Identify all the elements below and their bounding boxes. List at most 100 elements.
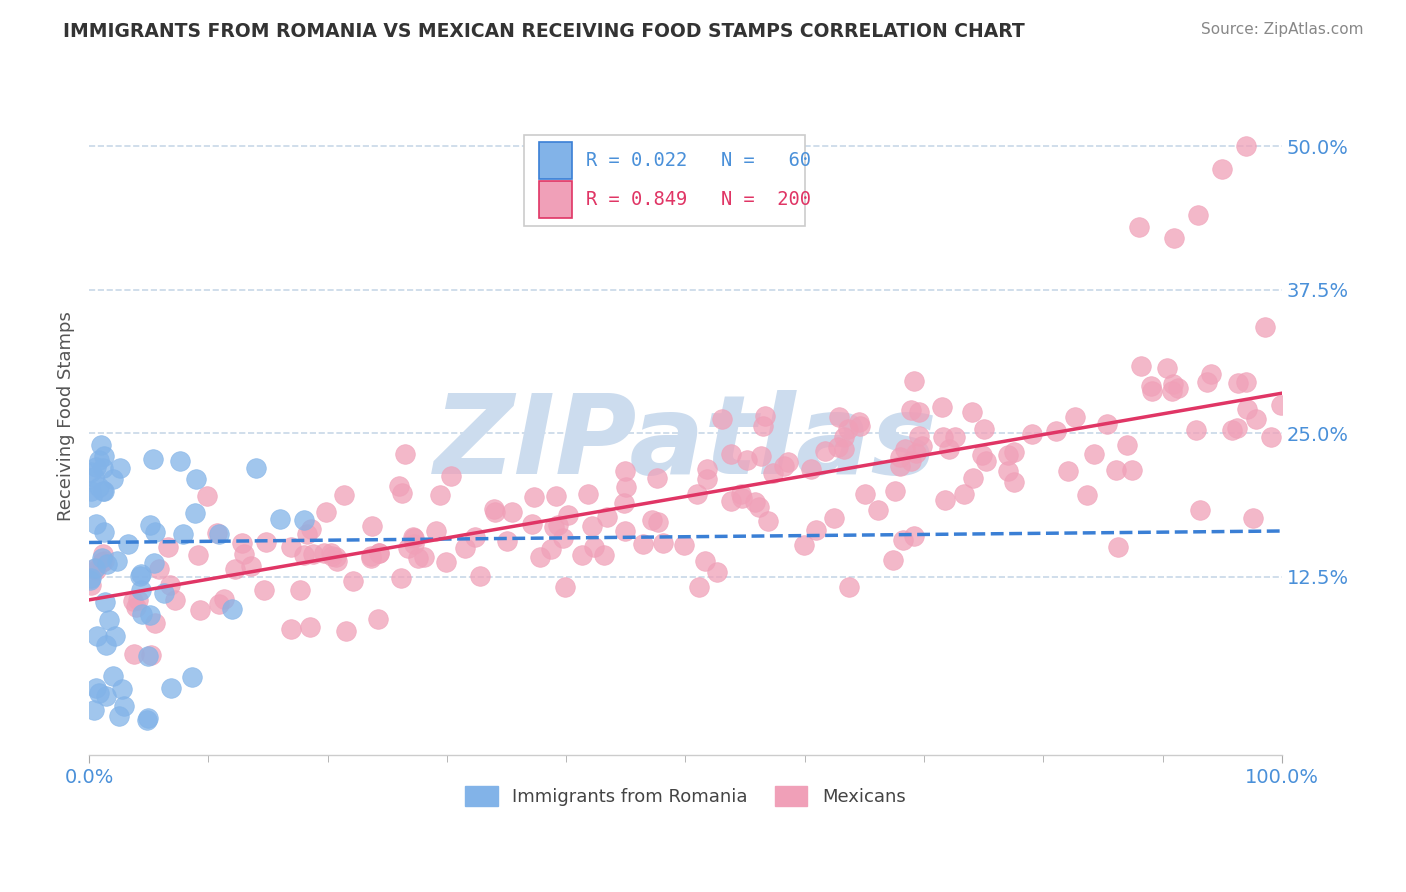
Mexicans <box>83 562 105 576</box>
Mexicans <box>571 548 593 562</box>
Text: IMMIGRANTS FROM ROMANIA VS MEXICAN RECEIVING FOOD STAMPS CORRELATION CHART: IMMIGRANTS FROM ROMANIA VS MEXICAN RECEI… <box>63 22 1025 41</box>
Mexicans <box>288 583 311 598</box>
Mexicans <box>686 487 709 501</box>
Mexicans <box>1236 402 1258 417</box>
Immigrants from Romania <box>91 550 114 565</box>
Mexicans <box>326 554 349 568</box>
Mexicans <box>231 536 253 550</box>
Mexicans <box>1021 426 1043 441</box>
Mexicans <box>312 546 335 560</box>
Mexicans <box>749 449 772 463</box>
Immigrants from Romania <box>292 513 315 527</box>
Mexicans <box>884 483 907 498</box>
Mexicans <box>908 429 931 443</box>
Mexicans <box>828 410 851 425</box>
Immigrants from Romania <box>83 560 105 574</box>
Immigrants from Romania <box>80 483 103 498</box>
Mexicans <box>973 422 995 436</box>
Immigrants from Romania <box>108 709 131 723</box>
Mexicans <box>342 574 364 589</box>
Mexicans <box>299 522 322 536</box>
Mexicans <box>752 418 775 433</box>
Immigrants from Romania <box>169 454 191 468</box>
Mexicans <box>280 540 302 554</box>
Mexicans <box>889 459 911 474</box>
Mexicans <box>614 464 637 478</box>
Mexicans <box>1222 423 1244 437</box>
Mexicans <box>80 578 103 592</box>
Mexicans <box>838 580 860 594</box>
Mexicans <box>903 528 925 542</box>
Mexicans <box>156 540 179 554</box>
Mexicans <box>1076 488 1098 502</box>
Immigrants from Romania <box>96 558 118 572</box>
Immigrants from Romania <box>103 472 125 486</box>
Immigrants from Romania <box>94 690 117 704</box>
Mexicans <box>402 537 425 551</box>
Mexicans <box>188 603 211 617</box>
Mexicans <box>124 600 146 615</box>
Immigrants from Romania <box>117 536 139 550</box>
Mexicans <box>911 439 934 453</box>
Immigrants from Romania <box>97 614 120 628</box>
Mexicans <box>908 405 931 419</box>
Text: ZIPatlas: ZIPatlas <box>433 390 938 497</box>
Mexicans <box>1095 417 1118 431</box>
Mexicans <box>1254 320 1277 334</box>
Mexicans <box>292 549 315 563</box>
Text: Source: ZipAtlas.com: Source: ZipAtlas.com <box>1201 22 1364 37</box>
Mexicans <box>1234 376 1257 390</box>
Mexicans <box>429 488 451 502</box>
Mexicans <box>212 591 235 606</box>
Mexicans <box>848 416 870 430</box>
Mexicans <box>1211 162 1233 177</box>
Mexicans <box>454 541 477 555</box>
Immigrants from Romania <box>87 686 110 700</box>
Immigrants from Romania <box>208 527 231 541</box>
Mexicans <box>484 501 506 516</box>
Mexicans <box>672 538 695 552</box>
Mexicans <box>882 553 904 567</box>
Mexicans <box>240 558 263 573</box>
Mexicans <box>720 494 742 508</box>
Mexicans <box>614 480 637 494</box>
Immigrants from Romania <box>79 571 101 585</box>
Mexicans <box>361 519 384 533</box>
Immigrants from Romania <box>245 460 267 475</box>
Mexicans <box>501 505 523 519</box>
Mexicans <box>394 447 416 461</box>
Mexicans <box>396 541 419 555</box>
Mexicans <box>163 593 186 607</box>
Mexicans <box>1199 367 1222 381</box>
Mexicans <box>195 489 218 503</box>
Mexicans <box>748 500 770 514</box>
Mexicans <box>1105 463 1128 477</box>
Mexicans <box>773 459 796 474</box>
Mexicans <box>1107 540 1129 554</box>
Mexicans <box>647 515 669 529</box>
Mexicans <box>253 582 276 597</box>
Mexicans <box>976 454 998 468</box>
Mexicans <box>756 515 779 529</box>
Mexicans <box>1234 139 1257 153</box>
Mexicans <box>1129 359 1152 373</box>
Y-axis label: Receiving Food Stamps: Receiving Food Stamps <box>58 311 75 521</box>
Immigrants from Romania <box>110 682 132 697</box>
Immigrants from Romania <box>84 459 107 474</box>
Mexicans <box>1260 430 1282 444</box>
FancyBboxPatch shape <box>538 181 572 218</box>
Text: R = 0.849   N =  200: R = 0.849 N = 200 <box>586 190 811 209</box>
Mexicans <box>730 486 752 500</box>
Mexicans <box>205 526 228 541</box>
Mexicans <box>121 593 143 607</box>
Immigrants from Romania <box>128 569 150 583</box>
Mexicans <box>1197 376 1219 390</box>
Mexicans <box>943 430 966 444</box>
Immigrants from Romania <box>94 638 117 652</box>
Mexicans <box>224 562 246 576</box>
Mexicans <box>368 546 391 560</box>
Mexicans <box>868 503 890 517</box>
Mexicans <box>932 430 955 444</box>
Mexicans <box>86 563 108 577</box>
Mexicans <box>710 412 733 426</box>
